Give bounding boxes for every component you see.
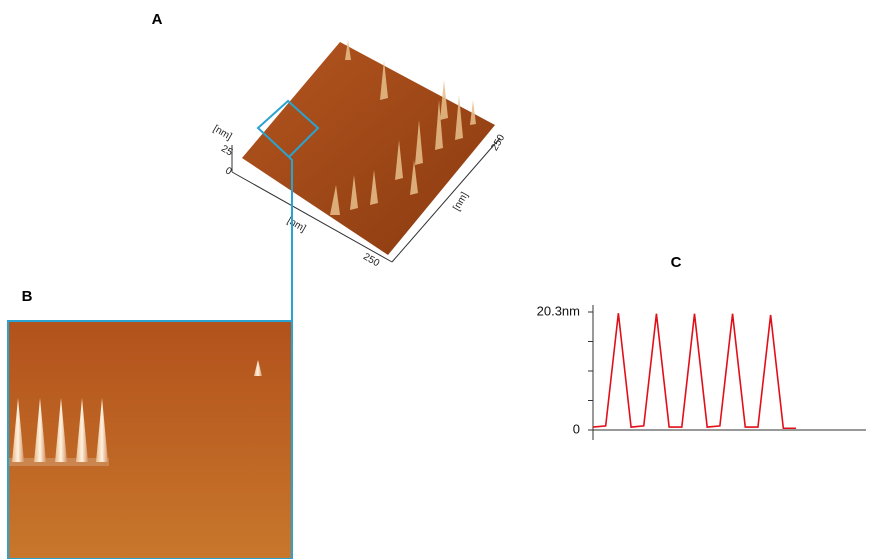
axis-tick: 250 bbox=[489, 132, 507, 152]
line-chart bbox=[593, 305, 866, 440]
axis-unit: [nm] bbox=[285, 215, 308, 234]
zoom-image bbox=[8, 321, 292, 559]
y-tick-label: 0 bbox=[573, 421, 580, 436]
panel-label: C bbox=[671, 254, 682, 271]
panel-label: B bbox=[22, 288, 33, 305]
afm-3d: [nm] 25 0 [nm] 250 [nm] 250 bbox=[211, 40, 507, 321]
axis-unit: [nm] bbox=[451, 190, 470, 213]
afm-zoom bbox=[8, 321, 292, 559]
y-tick-label: 20.3nm bbox=[537, 303, 580, 318]
axis-unit: [nm] bbox=[211, 123, 234, 142]
panel-label: A bbox=[152, 11, 163, 28]
profile-line bbox=[593, 313, 796, 428]
figure: A B C [nm] 25 0 [nm] 250 [nm] 250 0 20.3n… bbox=[0, 0, 869, 559]
